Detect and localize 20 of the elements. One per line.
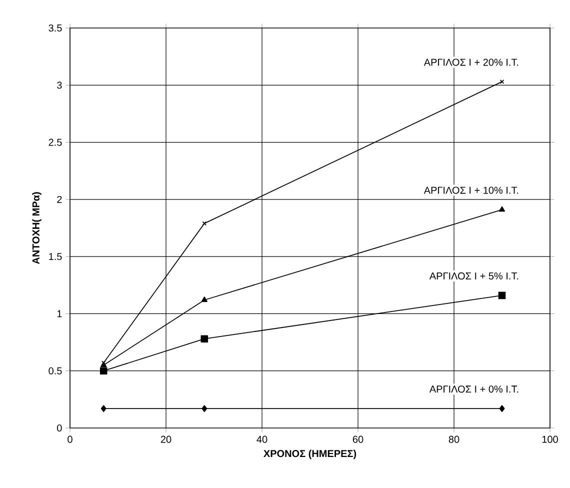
x-tick-label: 40 — [256, 436, 268, 443]
y-tick-label: 3.5 — [48, 24, 62, 32]
y-tick-label: 0 — [57, 424, 62, 432]
x-tick-label: 20 — [160, 436, 172, 443]
x-tick-label: 60 — [352, 436, 364, 443]
series-label: ΑΡΓΙΛΟΣ Ι + 0% Ι.Τ. — [429, 386, 518, 393]
x-tick-label: 0 — [68, 436, 72, 443]
y-tick-label: 3 — [57, 82, 62, 89]
text: ΑΡΓΙΛΟΣ Ι + 20% Ι.Τ. — [424, 58, 518, 66]
y-tick-label: 2 — [57, 196, 62, 203]
y-tick-label: 0.5 — [48, 367, 62, 374]
y-tick-label: 1 — [57, 310, 62, 318]
y-tick-label: 2.5 — [48, 138, 62, 146]
series-label: ΑΡΓΙΛΟΣ Ι + 5% Ι.Τ. — [429, 272, 518, 280]
text: ΑΡΓΙΛΟΣ Ι + 10% Ι.Τ. — [424, 186, 518, 194]
y-tick-label: 1.5 — [49, 253, 62, 260]
x-tick-label: 100 — [542, 436, 558, 443]
x-tick-label: 80 — [448, 436, 460, 443]
y-axis-title: ΑΝΤΟΧΗ( ΜΡα) — [32, 192, 42, 264]
x-axis-title: ΧΡΟΝΟΣ (ΗΜΕΡΕΣ) — [264, 450, 356, 460]
